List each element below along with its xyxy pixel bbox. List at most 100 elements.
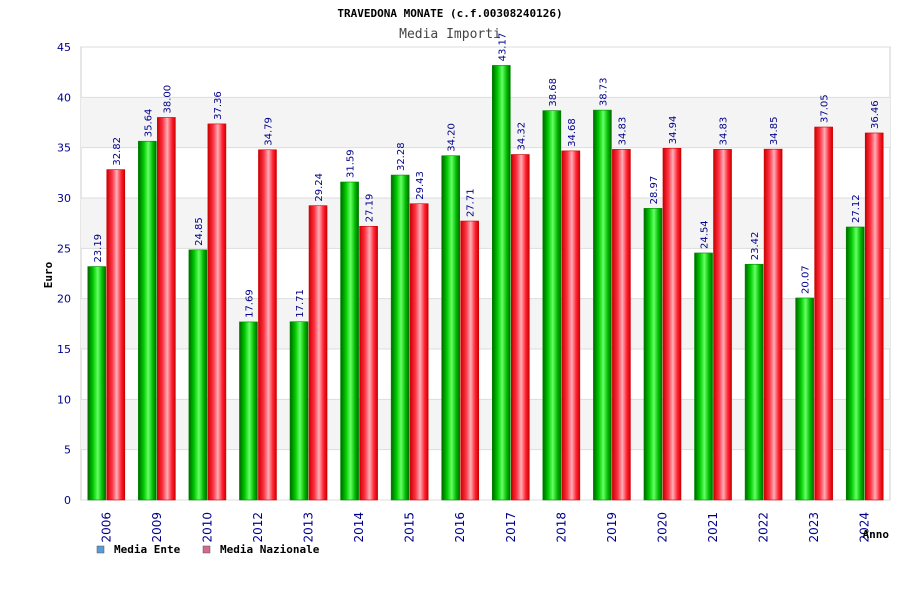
data-label-media-nazionale-2006: 32.82 <box>112 137 123 166</box>
y-tick-label: 5 <box>64 444 71 457</box>
bar-media-nazionale-2019 <box>612 149 631 501</box>
data-label-media-nazionale-2015: 29.43 <box>415 171 426 200</box>
y-tick-label: 0 <box>64 494 71 507</box>
y-tick-label: 40 <box>57 91 71 104</box>
bar-media-nazionale-2015 <box>409 203 429 501</box>
x-tick-label-2020: 2020 <box>655 512 669 543</box>
x-tick-label-2006: 2006 <box>99 512 113 543</box>
x-tick-label-2017: 2017 <box>504 512 518 543</box>
data-label-media-ente-2017: 43.17 <box>497 33 508 62</box>
x-tick-label-2015: 2015 <box>403 512 417 543</box>
data-labels: 23.19 32.82 35.64 38.00 24.85 37.36 17.69 34.79… <box>93 33 881 318</box>
data-label-media-nazionale-2013: 29.24 <box>314 173 325 202</box>
bar-media-nazionale-2012 <box>258 149 277 501</box>
data-label-media-ente-2012: 17.69 <box>244 289 255 318</box>
data-label-media-nazionale-2016: 27.71 <box>466 188 477 217</box>
data-label-media-ente-2018: 38.68 <box>548 78 559 107</box>
bar-media-ente-2010 <box>188 249 208 501</box>
data-label-media-ente-2024: 27.12 <box>851 194 862 223</box>
bar-media-nazionale-2017 <box>510 154 530 501</box>
y-tick-label: 15 <box>57 343 71 356</box>
legend-item-media-nazionale: Media Nazionale <box>202 543 320 556</box>
data-label-media-ente-2014: 31.59 <box>346 149 357 178</box>
x-tick-label-2018: 2018 <box>554 512 568 543</box>
y-tick-label: 30 <box>57 192 71 205</box>
bar-media-nazionale-2024 <box>864 132 884 501</box>
data-label-media-ente-2019: 38.73 <box>598 77 609 106</box>
y-tick-label: 20 <box>57 293 71 306</box>
data-label-media-ente-2020: 28.97 <box>649 176 660 205</box>
x-tick-label-2012: 2012 <box>251 512 265 543</box>
data-label-media-nazionale-2023: 37.05 <box>820 94 831 123</box>
bar-media-ente-2023 <box>795 297 814 501</box>
legend-swatch-media-nazionale <box>202 545 211 554</box>
x-tick-label-2022: 2022 <box>757 512 771 543</box>
bar-media-nazionale-2023 <box>814 126 833 501</box>
data-label-media-nazionale-2010: 37.36 <box>213 91 224 120</box>
data-label-media-ente-2023: 20.07 <box>801 265 812 294</box>
y-axis-ticks: 0 5 10 15 20 25 30 35 40 45 <box>57 41 71 507</box>
bar-media-ente-2014 <box>340 181 359 501</box>
bar-media-ente-2018 <box>542 110 562 501</box>
bar-media-ente-2013 <box>289 321 309 501</box>
data-label-media-ente-2016: 34.20 <box>447 123 458 152</box>
data-label-media-ente-2010: 24.85 <box>194 217 205 246</box>
data-label-media-nazionale-2024: 36.46 <box>870 100 881 129</box>
y-tick-label: 10 <box>57 393 71 406</box>
data-label-media-ente-2009: 35.64 <box>143 109 154 138</box>
data-label-media-ente-2022: 23.42 <box>750 232 761 261</box>
bar-media-ente-2020 <box>643 208 663 501</box>
x-axis-ticks: 2006 2009 2010 2012 2013 2014 2015 2016 2017 2018… <box>99 512 871 543</box>
data-label-media-nazionale-2014: 27.19 <box>365 194 376 223</box>
data-label-media-ente-2006: 23.19 <box>93 234 104 263</box>
legend-item-media-ente: Media Ente <box>96 543 181 556</box>
data-label-media-nazionale-2012: 34.79 <box>263 117 274 146</box>
bar-media-nazionale-2006 <box>106 169 126 501</box>
chart-title: TRAVEDONA MONATE (c.f.00308240126) <box>337 7 562 20</box>
bar-media-nazionale-2018 <box>561 150 581 501</box>
bar-media-ente-2021 <box>694 252 713 501</box>
legend-label-media-nazionale: Media Nazionale <box>220 543 320 556</box>
data-label-media-nazionale-2020: 34.94 <box>668 116 679 145</box>
x-tick-label-2010: 2010 <box>200 512 214 543</box>
y-axis-label: Euro <box>42 261 55 288</box>
bar-media-ente-2022 <box>744 263 764 501</box>
legend: Media Ente Media Nazionale <box>96 543 320 556</box>
bar-media-nazionale-2020 <box>662 147 682 501</box>
x-tick-label-2023: 2023 <box>807 512 821 543</box>
data-label-media-ente-2013: 17.71 <box>295 289 306 318</box>
chart-subtitle: Media Importi <box>399 27 501 42</box>
bar-media-nazionale-2013 <box>308 205 328 501</box>
bar-media-ente-2016 <box>441 155 461 501</box>
x-tick-label-2019: 2019 <box>605 512 619 543</box>
x-tick-label-2014: 2014 <box>352 512 366 543</box>
bars <box>87 65 884 501</box>
data-label-media-nazionale-2021: 34.83 <box>719 117 730 146</box>
bar-media-ente-2012 <box>239 321 258 501</box>
bar-media-ente-2009 <box>138 140 157 501</box>
x-tick-label-2016: 2016 <box>453 512 467 543</box>
x-tick-label-2013: 2013 <box>302 512 316 543</box>
legend-label-media-ente: Media Ente <box>114 543 181 556</box>
bar-media-nazionale-2014 <box>359 225 378 501</box>
data-label-media-nazionale-2009: 38.00 <box>162 85 173 114</box>
data-label-media-nazionale-2017: 34.32 <box>516 122 527 151</box>
x-tick-label-2024: 2024 <box>858 512 872 543</box>
bar-media-ente-2015 <box>390 174 410 501</box>
legend-swatch-media-ente <box>96 545 105 554</box>
data-label-media-nazionale-2018: 34.68 <box>567 118 578 147</box>
bar-media-ente-2024 <box>845 226 865 501</box>
bar-media-ente-2006 <box>87 266 107 501</box>
bar-media-ente-2019 <box>593 109 612 501</box>
y-tick-label: 35 <box>57 142 71 155</box>
data-label-media-ente-2021: 24.54 <box>700 220 711 249</box>
x-tick-label-2021: 2021 <box>706 512 720 543</box>
bar-media-nazionale-2022 <box>763 148 783 501</box>
data-label-media-ente-2015: 32.28 <box>396 142 407 171</box>
data-label-media-nazionale-2022: 34.85 <box>769 117 780 146</box>
x-axis-label: Anno <box>863 528 890 541</box>
bar-media-nazionale-2010 <box>207 123 227 501</box>
bar-media-ente-2017 <box>491 65 511 501</box>
y-tick-label: 45 <box>57 41 71 54</box>
